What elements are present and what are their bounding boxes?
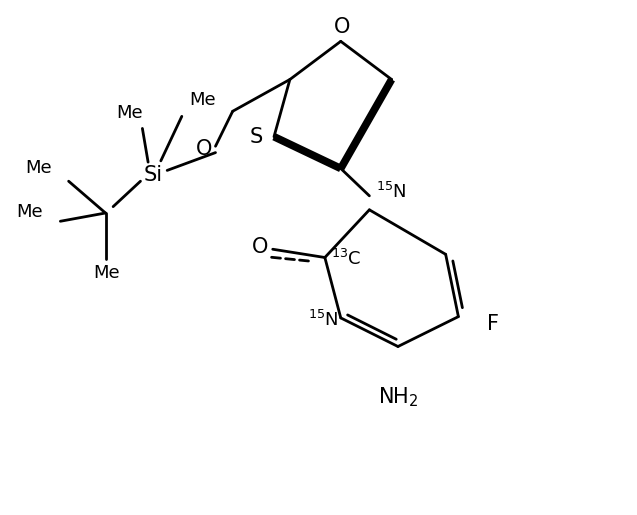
- Text: Me: Me: [17, 203, 43, 221]
- Text: O: O: [334, 18, 350, 38]
- Text: O: O: [196, 140, 212, 160]
- Text: F: F: [487, 314, 499, 334]
- Text: $^{15}$N: $^{15}$N: [376, 182, 406, 202]
- Text: $^{13}$C: $^{13}$C: [331, 249, 361, 269]
- Text: Me: Me: [25, 160, 52, 178]
- Text: NH$_2$: NH$_2$: [378, 386, 419, 409]
- Text: $^{15}$N: $^{15}$N: [308, 310, 338, 330]
- Text: O: O: [252, 237, 268, 258]
- Text: S: S: [250, 127, 263, 147]
- Text: Me: Me: [189, 92, 215, 110]
- Text: Si: Si: [143, 165, 163, 185]
- Text: Me: Me: [94, 264, 120, 282]
- Text: Me: Me: [117, 104, 143, 122]
